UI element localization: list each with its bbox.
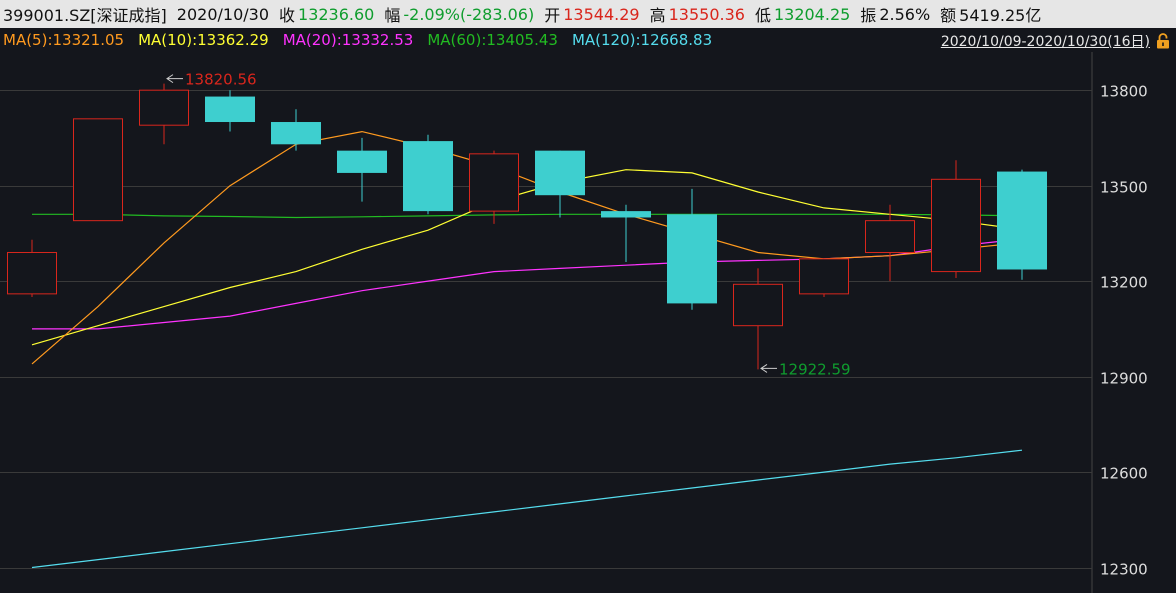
high-value: 13550.36 bbox=[668, 4, 745, 24]
candle-body bbox=[601, 211, 651, 218]
y-tick-label: 12900 bbox=[1100, 370, 1148, 388]
candle-body bbox=[337, 150, 387, 173]
y-tick-label: 13500 bbox=[1100, 179, 1148, 197]
candle-body bbox=[7, 251, 57, 295]
ma5-legend: MA(5):13321.05 bbox=[3, 31, 125, 49]
amplitude-value: 2.56% bbox=[879, 4, 931, 24]
candle-body bbox=[205, 96, 255, 123]
low-label: 低 bbox=[754, 6, 771, 25]
high-label: 高 bbox=[649, 6, 666, 25]
date-range-selector[interactable]: 2020/10/09-2020/10/30(16日) bbox=[941, 31, 1170, 51]
amplitude-label: 振 bbox=[860, 6, 877, 25]
change-value: -2.09%(-283.06) bbox=[403, 4, 535, 24]
candle-body bbox=[535, 150, 585, 196]
quote-info-bar: 399001.SZ[深证成指] 2020/10/30 收 13236.60 幅 … bbox=[0, 0, 1176, 28]
annotation-arrow bbox=[760, 363, 777, 373]
open-label: 开 bbox=[544, 6, 561, 25]
candle-body bbox=[73, 118, 123, 222]
candle-body bbox=[733, 283, 783, 327]
amount-label: 额 bbox=[940, 6, 957, 25]
candle-body bbox=[139, 89, 189, 126]
candle-body bbox=[271, 122, 321, 145]
candle-body bbox=[667, 214, 717, 304]
ma-line-ma10 bbox=[31, 169, 1023, 346]
change-label: 幅 bbox=[384, 6, 401, 25]
lock-icon[interactable] bbox=[1156, 33, 1170, 49]
ma-legend: MA(5):13321.05 MA(10):13362.29 MA(20):13… bbox=[0, 28, 1176, 52]
ma60-legend: MA(60):13405.43 bbox=[427, 31, 558, 49]
open-value: 13544.29 bbox=[563, 4, 640, 24]
close-label: 收 bbox=[279, 6, 296, 25]
candle-body bbox=[799, 258, 849, 295]
low-annotation: 12922.59 bbox=[779, 360, 851, 378]
y-tick-label: 13200 bbox=[1100, 274, 1148, 292]
close-value: 13236.60 bbox=[298, 4, 375, 24]
ma120-legend: MA(120):12668.83 bbox=[571, 31, 713, 49]
candlestick-chart[interactable]: 12300 12600 12900 13200 13500 13800 13820.56 12… bbox=[0, 52, 1176, 593]
quote-date: 2020/10/30 bbox=[176, 4, 269, 24]
ma-line-ma120 bbox=[31, 449, 1023, 569]
ma20-legend: MA(20):13332.53 bbox=[282, 31, 414, 49]
low-value: 13204.25 bbox=[773, 4, 851, 24]
annotation-arrow bbox=[166, 74, 183, 84]
stock-code: 399001.SZ[深证成指] bbox=[3, 6, 167, 25]
candle-body bbox=[931, 178, 981, 273]
candle-body bbox=[403, 141, 453, 212]
candle-body bbox=[865, 220, 915, 253]
ma-line-ma60 bbox=[32, 213, 1023, 219]
y-tick-label: 12600 bbox=[1100, 465, 1148, 483]
candle-body bbox=[997, 171, 1047, 270]
y-tick-label: 12300 bbox=[1100, 561, 1148, 579]
y-tick-label: 13800 bbox=[1100, 83, 1148, 101]
ma-line-ma5 bbox=[31, 130, 1023, 365]
date-range-text[interactable]: 2020/10/09-2020/10/30(16日) bbox=[940, 34, 1150, 50]
high-annotation: 13820.56 bbox=[185, 71, 257, 89]
amount-value: 5419.25亿 bbox=[959, 6, 1042, 25]
ma10-legend: MA(10):13362.29 bbox=[138, 31, 269, 49]
candle-body bbox=[469, 153, 519, 212]
